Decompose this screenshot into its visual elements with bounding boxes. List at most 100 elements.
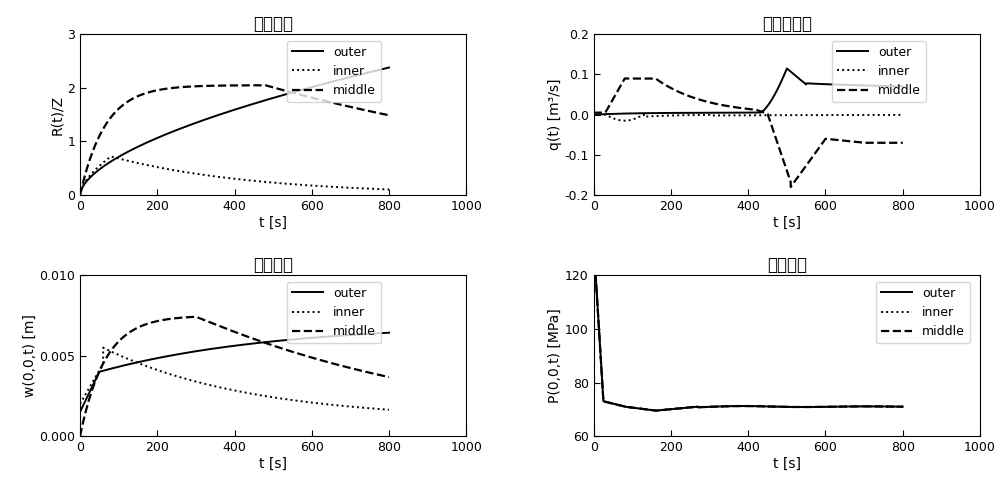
inner	[206, 383, 218, 389]
middle	[785, 184, 797, 190]
middle	[706, 100, 718, 106]
inner	[74, 401, 86, 407]
middle	[641, 75, 653, 81]
outer	[623, 111, 635, 117]
middle	[206, 83, 218, 89]
middle	[891, 404, 903, 410]
outer	[344, 332, 356, 338]
Line: inner: inner	[594, 115, 903, 121]
outer	[74, 192, 86, 198]
outer	[109, 365, 121, 370]
outer	[857, 403, 869, 409]
outer	[128, 146, 140, 152]
middle	[377, 111, 389, 117]
outer	[192, 119, 204, 125]
inner	[641, 114, 653, 120]
middle	[706, 404, 718, 410]
inner	[720, 112, 732, 118]
middle	[891, 140, 903, 146]
outer	[781, 66, 793, 72]
outer	[720, 403, 732, 409]
outer	[706, 404, 718, 410]
inner	[206, 173, 218, 179]
inner	[383, 407, 395, 413]
middle	[192, 83, 204, 89]
inner	[193, 171, 205, 177]
outer	[897, 404, 909, 410]
middle	[128, 95, 140, 101]
middle	[897, 404, 909, 410]
outer	[706, 110, 718, 116]
outer	[74, 409, 86, 415]
inner	[588, 112, 600, 118]
Legend: outer, inner, middle: outer, inner, middle	[832, 41, 926, 102]
inner	[109, 350, 121, 356]
middle	[109, 342, 121, 348]
outer	[128, 360, 140, 366]
X-axis label: t [s]: t [s]	[259, 457, 287, 471]
middle	[857, 403, 869, 409]
middle	[858, 140, 870, 146]
middle	[623, 404, 635, 410]
outer	[383, 65, 395, 71]
inner	[344, 185, 356, 191]
Title: 井筒压力: 井筒压力	[767, 256, 807, 274]
middle	[344, 104, 356, 110]
Legend: outer, inner, middle: outer, inner, middle	[287, 41, 381, 102]
inner	[857, 403, 869, 409]
middle	[720, 403, 732, 409]
middle	[383, 112, 395, 118]
Title: 裂缝半径: 裂缝半径	[253, 15, 293, 33]
outer	[720, 110, 732, 116]
middle	[109, 109, 121, 115]
inner	[641, 407, 653, 413]
Line: middle: middle	[594, 275, 903, 411]
outer	[192, 348, 204, 354]
middle	[193, 315, 205, 321]
outer	[891, 404, 903, 410]
inner	[623, 118, 635, 123]
middle	[619, 75, 631, 81]
X-axis label: t [s]: t [s]	[773, 457, 801, 471]
inner	[377, 186, 389, 192]
outer	[344, 74, 356, 80]
inner	[377, 406, 389, 412]
middle	[641, 407, 653, 413]
middle	[588, 272, 600, 278]
Y-axis label: P(0,0,t) [MPa]: P(0,0,t) [MPa]	[548, 308, 562, 403]
outer	[206, 346, 218, 352]
inner	[897, 404, 909, 410]
inner	[891, 112, 903, 118]
Title: 裂缝宽度: 裂缝宽度	[253, 256, 293, 274]
Line: outer: outer	[80, 333, 389, 412]
outer	[857, 82, 869, 88]
middle	[720, 103, 732, 109]
middle	[623, 75, 635, 81]
middle	[74, 433, 86, 439]
outer	[588, 112, 600, 118]
X-axis label: t [s]: t [s]	[259, 216, 287, 230]
Y-axis label: w(0,0,t) [m]: w(0,0,t) [m]	[22, 314, 36, 397]
Line: inner: inner	[80, 156, 389, 195]
Line: outer: outer	[594, 275, 903, 411]
inner	[706, 113, 718, 119]
X-axis label: t [s]: t [s]	[773, 216, 801, 230]
inner	[128, 358, 140, 364]
Line: inner: inner	[80, 348, 389, 410]
inner	[706, 404, 718, 410]
outer	[383, 330, 395, 336]
outer	[377, 330, 389, 336]
inner	[383, 187, 395, 193]
Line: outer: outer	[80, 68, 389, 195]
Legend: outer, inner, middle: outer, inner, middle	[876, 282, 970, 343]
inner	[105, 153, 117, 159]
inner	[97, 345, 109, 351]
Y-axis label: R(t)/Z: R(t)/Z	[50, 95, 64, 135]
outer	[377, 66, 389, 72]
middle	[650, 408, 662, 414]
middle	[128, 327, 140, 333]
middle	[344, 365, 356, 371]
outer	[641, 407, 653, 413]
Line: middle: middle	[80, 85, 389, 195]
middle	[190, 314, 202, 319]
